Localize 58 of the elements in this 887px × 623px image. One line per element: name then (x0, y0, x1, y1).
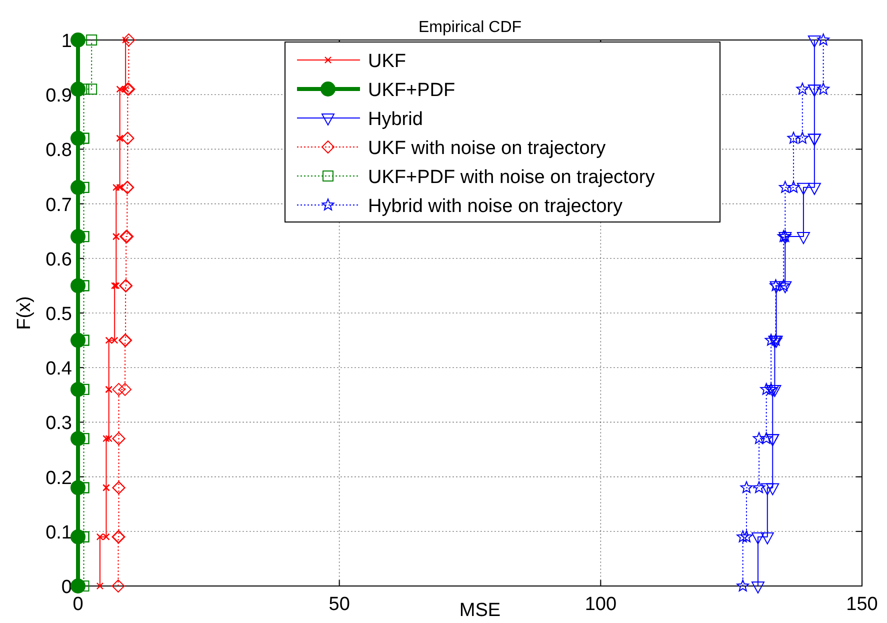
y-tick-label: 0.9 (46, 86, 72, 107)
y-tick-label: 0.1 (46, 522, 72, 544)
point (751, 532, 764, 544)
point (116, 184, 124, 192)
y-tick-label: 1 (61, 31, 72, 52)
y-tick-label: 0.3 (46, 413, 72, 434)
chart-title: Empirical CDF (418, 19, 522, 36)
y-tick-label: 0.5 (46, 304, 72, 325)
point (86, 34, 98, 46)
point (105, 434, 112, 442)
point (110, 282, 118, 290)
point (796, 132, 809, 144)
legend-label: UKF+PDF with noise on trajectory (368, 167, 656, 188)
point (760, 532, 774, 544)
point (96, 582, 104, 590)
point (102, 434, 110, 442)
x-tick-label: 150 (846, 594, 878, 615)
point (796, 82, 809, 94)
y-tick-label: 0.4 (46, 358, 72, 380)
x-tick-label: 50 (328, 594, 350, 615)
y-axis-title: F(x) (14, 296, 35, 330)
point (808, 182, 821, 195)
point (70, 32, 86, 48)
y-tick-label: 0.8 (46, 140, 72, 162)
point (118, 382, 132, 396)
point (112, 382, 126, 396)
point (752, 481, 766, 494)
legend-label: Hybrid (368, 109, 423, 130)
point (764, 334, 778, 346)
point (736, 580, 750, 592)
point (760, 432, 773, 444)
legend-label: UKF (368, 51, 406, 72)
point (752, 432, 766, 444)
legend-label: UKF+PDF (368, 80, 456, 101)
point (740, 530, 753, 542)
legend-label: Hybrid with noise on trajectory (368, 196, 623, 217)
y-tick-label: 0 (61, 577, 72, 598)
point (112, 580, 125, 592)
point (787, 132, 800, 144)
point (112, 184, 120, 192)
point (817, 34, 830, 46)
point (122, 34, 136, 46)
y-tick-label: 0.6 (46, 249, 72, 270)
point (808, 36, 821, 48)
point (817, 82, 830, 94)
point (778, 180, 792, 193)
y-tick-label: 0.2 (46, 468, 72, 489)
point (736, 530, 750, 542)
point (86, 84, 98, 95)
point (760, 382, 773, 395)
point (796, 182, 810, 195)
legend-label: UKF with noise on trajectory (368, 138, 606, 159)
x-tick-label: 100 (584, 594, 617, 615)
point (112, 282, 120, 290)
point (787, 180, 800, 193)
y-tick-label: 0.7 (46, 194, 72, 216)
point (740, 481, 753, 494)
x-axis-title: MSE (459, 600, 501, 621)
